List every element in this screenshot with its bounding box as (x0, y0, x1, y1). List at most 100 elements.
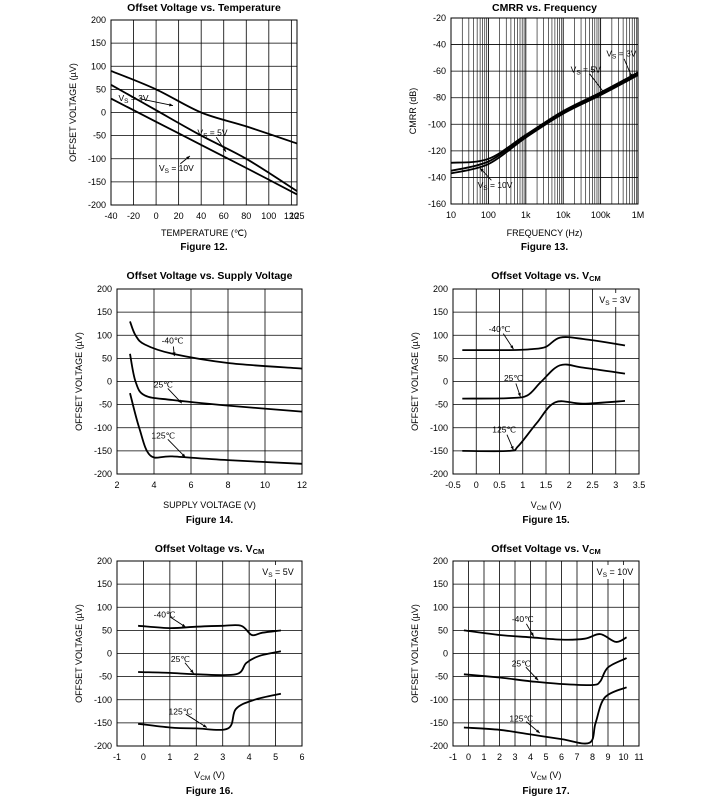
y-tick-label: -200 (88, 200, 106, 210)
annotation-arrowhead (510, 445, 514, 450)
series-line (450, 74, 639, 175)
fig12-chart: Offset Voltage vs. Temperature-200-150-1… (68, 2, 305, 253)
x-tick-label: 6 (299, 752, 304, 762)
annotation-arrowhead (172, 352, 176, 357)
fig13-plot-frame (450, 17, 639, 205)
fig17-ylabel: OFFSET VOLTAGE (µV) (410, 604, 420, 703)
fig16-xlabel: VCM (V) (194, 770, 225, 782)
series-line (138, 650, 282, 677)
annotation-arrowhead (480, 168, 484, 172)
fig12-title: Offset Voltage vs. Temperature (127, 2, 281, 14)
x-tick-label: 6 (188, 480, 193, 490)
series-line (110, 70, 298, 145)
series-line (463, 629, 628, 643)
y-tick-label: -100 (94, 695, 112, 705)
y-tick-label: -150 (88, 177, 106, 187)
x-tick-label: 4 (528, 752, 533, 762)
annotation-arrowhead (190, 669, 194, 674)
y-tick-label: -40 (433, 40, 446, 50)
y-tick-label: 150 (433, 307, 448, 317)
series-line (129, 392, 303, 465)
fig13-chart: CMRR vs. Frequency -160 -140 -120 -100 -80 -60… (408, 2, 644, 253)
fig16-vs-box (258, 565, 298, 579)
annotation-label: 25℃ (171, 654, 190, 664)
fig13-caption: Figure 13. (521, 242, 568, 253)
y-tick-label: 100 (433, 602, 448, 612)
x-tick-label: 1 (481, 752, 486, 762)
y-tick-label: 50 (102, 625, 112, 635)
fig17-title: Offset Voltage vs. VCM (491, 543, 601, 556)
fig14-title: Offset Voltage vs. Supply Voltage (127, 270, 293, 282)
series-line (137, 692, 282, 731)
x-tick-label: 2 (194, 752, 199, 762)
fig17-caption: Figure 17. (522, 786, 569, 797)
annotation-label: -40℃ (162, 336, 184, 346)
series-line (462, 336, 626, 352)
fig16-grid (116, 560, 303, 747)
fig15-plot-frame (452, 288, 640, 475)
y-tick-label: -100 (430, 695, 448, 705)
y-tick-label: 0 (107, 377, 112, 387)
fig14-plot-frame (116, 288, 303, 475)
y-tick-label: -150 (94, 446, 112, 456)
fig17-vs-box (595, 565, 635, 579)
y-tick-label: -50 (99, 672, 112, 682)
y-tick-label: 200 (97, 556, 112, 566)
annotation-arrowhead (181, 623, 186, 628)
x-tick-label: 7 (574, 752, 579, 762)
y-tick-label: -150 (94, 718, 112, 728)
x-tick-label: 4 (151, 480, 156, 490)
annotation-arrowhead (186, 155, 190, 160)
x-tick-label: 2.5 (586, 480, 599, 490)
fig15-vs-box (595, 293, 635, 307)
y-tick-label: 100 (433, 330, 448, 340)
fig15-vs-label: VS = 3V (599, 295, 631, 307)
x-tick-label: -1 (113, 752, 121, 762)
x-tick-label: 3 (512, 752, 517, 762)
annotation-arrowhead (181, 453, 186, 458)
annotation-label: 25℃ (154, 380, 173, 390)
fig13-ylabel: CMRR (dB) (408, 88, 418, 135)
x-tick-label: 2 (567, 480, 572, 490)
x-tick-label: 3 (220, 752, 225, 762)
y-tick-label: -50 (435, 400, 448, 410)
x-tick-label: 5 (273, 752, 278, 762)
y-tick-label: 100 (97, 330, 112, 340)
y-tick-label: -100 (428, 119, 446, 129)
y-tick-label: -140 (428, 172, 446, 182)
annotation-arrowhead (534, 676, 539, 681)
x-tick-label: 1.5 (540, 480, 553, 490)
fig12-xlabel: TEMPERATURE (℃) (161, 228, 247, 238)
x-tick-label: 9 (605, 752, 610, 762)
y-tick-label: 50 (438, 625, 448, 635)
annotation-arrowhead (169, 103, 173, 107)
y-tick-label: 0 (443, 649, 448, 659)
y-tick-label: -200 (94, 469, 112, 479)
y-tick-label: 0 (101, 108, 106, 118)
x-tick-label: 10 (260, 480, 270, 490)
y-tick-label: 200 (433, 284, 448, 294)
fig16-caption: Figure 16. (186, 786, 233, 797)
x-tick-label: 8 (590, 752, 595, 762)
annotation-arrowhead (535, 729, 540, 734)
annotation-arrow (167, 438, 186, 458)
series-line (462, 363, 626, 400)
x-tick-label: 1 (520, 480, 525, 490)
series-line (129, 353, 303, 413)
y-tick-label: -200 (430, 741, 448, 751)
y-tick-label: -150 (430, 446, 448, 456)
x-tick-label: 2 (497, 752, 502, 762)
y-tick-label: 150 (97, 307, 112, 317)
x-tick-label: 40 (196, 211, 206, 221)
annotation-arrowhead (202, 724, 207, 728)
fig14-caption: Figure 14. (186, 515, 233, 526)
y-tick-label: -160 (428, 199, 446, 209)
y-tick-label: -120 (428, 146, 446, 156)
y-tick-label: -150 (430, 718, 448, 728)
x-tick-label: 3.5 (633, 480, 646, 490)
annotation-label: 25℃ (504, 373, 523, 383)
x-tick-label: 100 (481, 210, 496, 220)
fig15-xlabel: VCM (V) (531, 500, 562, 512)
x-tick-label: 10 (618, 752, 628, 762)
fig17-plot-frame (452, 560, 640, 747)
